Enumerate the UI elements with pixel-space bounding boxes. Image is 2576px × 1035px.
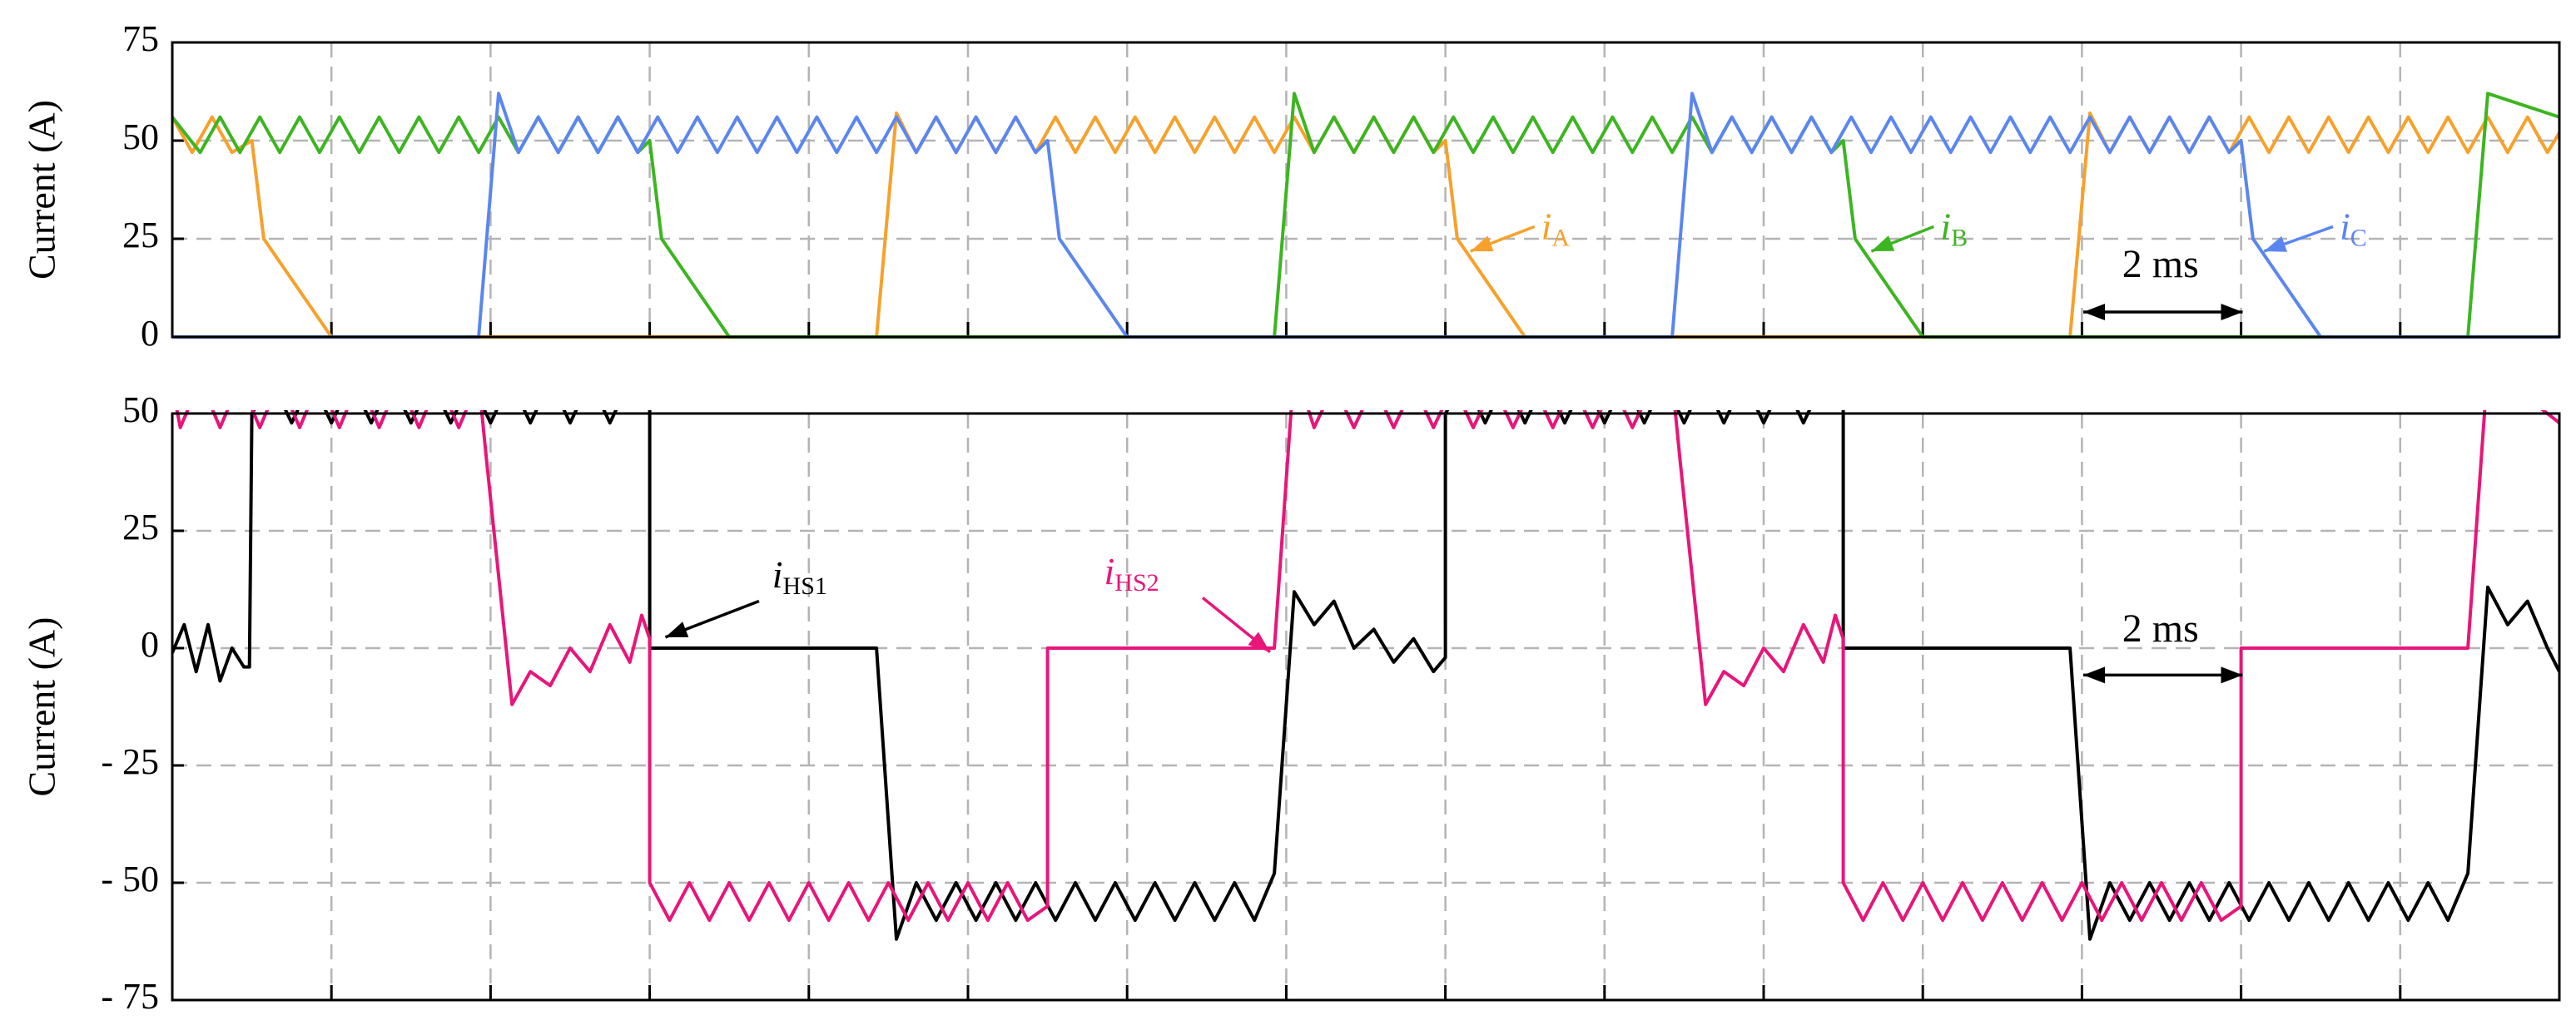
- arrow-head: [1248, 631, 1270, 652]
- plot-frame: [171, 41, 2561, 339]
- y-tick-label: 50: [122, 116, 159, 157]
- y-tick-label: 50: [122, 389, 159, 430]
- series-label-name: i: [1940, 205, 1951, 247]
- annotation: 2 ms: [2122, 607, 2199, 651]
- y-tick-label: - 75: [101, 976, 159, 1017]
- series-label-sub: C: [2350, 224, 2367, 251]
- series-label-name: i: [772, 552, 783, 595]
- series-label: iB: [1940, 205, 1968, 251]
- series-label-sub: A: [1551, 224, 1570, 251]
- series-line: [175, 410, 2559, 923]
- plot-frame: [171, 412, 2561, 1002]
- series-line: [172, 111, 2559, 339]
- y-tick-label: 0: [141, 624, 159, 665]
- arrow-head: [665, 621, 689, 637]
- arrow-head: [1470, 235, 1494, 252]
- y-axis-label: Current (A): [21, 617, 63, 797]
- y-tick-label: 25: [122, 507, 159, 547]
- arrow-head: [2083, 666, 2106, 684]
- y-tick-label: 25: [122, 215, 159, 255]
- arrow-head: [2221, 304, 2243, 321]
- series-label-name: i: [2340, 205, 2350, 247]
- series-label-sub: HS2: [1114, 569, 1159, 597]
- y-tick-label: 0: [141, 313, 159, 354]
- series-label-sub: HS1: [783, 572, 827, 600]
- series-label-sub: B: [1951, 224, 1968, 251]
- series-label: iHS2: [1104, 549, 1159, 596]
- y-tick-label: - 25: [101, 741, 159, 782]
- y-tick-label: - 50: [101, 859, 159, 899]
- series-label-name: i: [1104, 549, 1115, 592]
- arrow-head: [2264, 235, 2288, 252]
- annotation: 2 ms: [2122, 242, 2199, 286]
- arrow-head: [1871, 235, 1895, 252]
- y-tick-label: 75: [122, 18, 159, 59]
- arrow-head: [2083, 304, 2106, 321]
- series-label: iA: [1541, 205, 1571, 251]
- arrow-head: [2221, 666, 2243, 684]
- series-label-name: i: [1541, 205, 1552, 247]
- series-line: [172, 410, 2559, 941]
- series-label: iC: [2340, 205, 2367, 251]
- y-axis-label: Current (A): [21, 100, 63, 280]
- series-label: iHS1: [772, 552, 827, 599]
